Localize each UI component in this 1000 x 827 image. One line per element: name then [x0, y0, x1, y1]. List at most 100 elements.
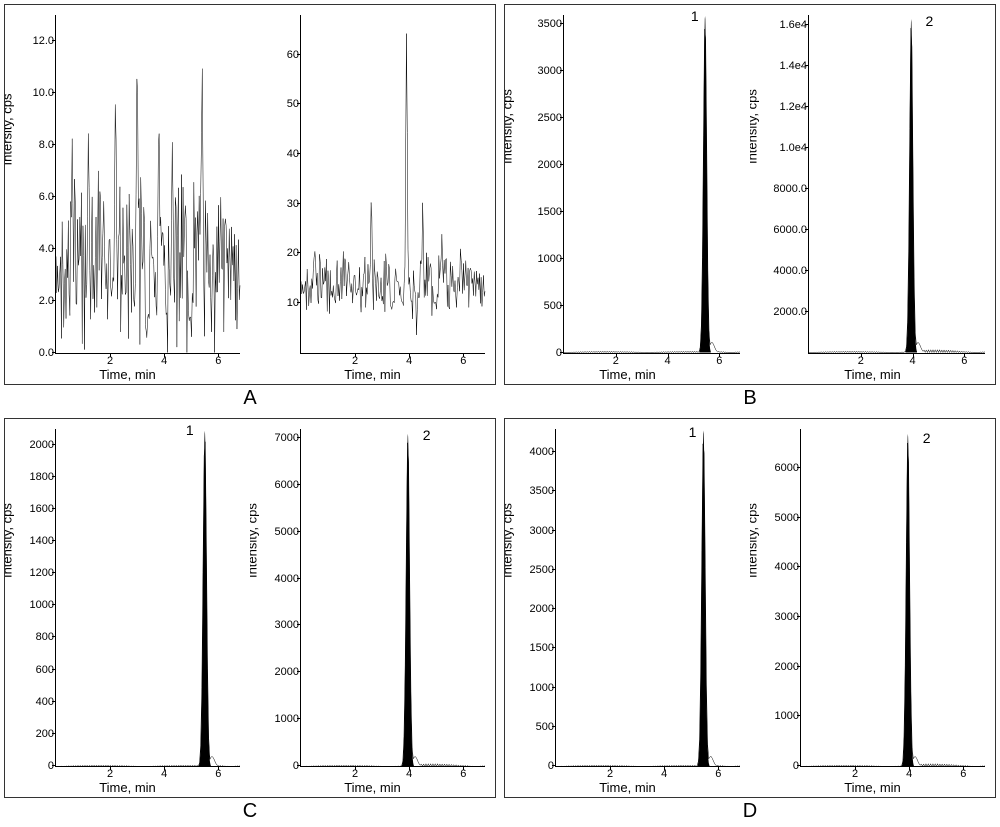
y-tick-label: 0 [556, 347, 562, 359]
y-tick-label: 12.0 [33, 35, 54, 47]
y-tick-label: 1.2e4 [779, 101, 807, 113]
y-tick-label: 10 [287, 297, 299, 309]
y-tick-label: 2500 [538, 112, 562, 124]
series-label: 1 [689, 424, 697, 440]
y-tick-label: 3500 [530, 485, 554, 497]
y-tick-label: 3000 [530, 525, 554, 537]
y-tick-label: 0 [48, 760, 54, 772]
y-tick-label: 2000 [538, 159, 562, 171]
y-axis-label: Intensity, cps [250, 503, 260, 578]
y-tick-label: 0 [293, 760, 299, 772]
panel-letter-A: A [243, 387, 256, 410]
y-tick-label: 4000 [530, 446, 554, 458]
panel-A-2: 102030405060246Time, min [250, 5, 495, 384]
panel-B-2: 2000.0 4000.0 6000.0 8000.0 1.0e4 1.2e4 1.4e4 1… [750, 5, 995, 384]
y-tick-label: 3500 [538, 18, 562, 30]
y-tick-label: 1000 [538, 253, 562, 265]
panel-B-1: 05001000150020002500300035002461 Intensit… [505, 5, 750, 384]
y-tick-label: 2000.0 [773, 306, 807, 318]
x-axis-label: Time, min [344, 367, 401, 382]
y-tick-label: 2000 [30, 439, 54, 451]
y-tick-label: 4000 [775, 561, 799, 573]
panel-frame-B: 05001000150020002500300035002461 Intensit… [504, 4, 996, 385]
series-label: 2 [923, 430, 931, 446]
y-tick-label: 1.4e4 [779, 60, 807, 72]
cell-D: 050010001500200025003000350040002461 Inte… [504, 418, 996, 824]
figure-grid: 0.02.04.06.08.010.012.0246 Intersity, cps… [4, 4, 996, 823]
y-tick-label: 0 [548, 760, 554, 772]
y-tick-label: 2500 [530, 564, 554, 576]
y-tick-label: 1.0e4 [779, 142, 807, 154]
y-axis-label: Intensity, cps [505, 89, 515, 164]
y-tick-label: 5000 [275, 526, 299, 538]
plot-area: 010002000300040005000600070002462 [300, 429, 485, 768]
x-axis-label: Time, min [599, 780, 656, 795]
y-tick-label: 800 [36, 631, 54, 643]
y-tick-label: 2000 [275, 666, 299, 678]
y-tick-label: 1800 [30, 471, 54, 483]
y-tick-label: 3000 [775, 611, 799, 623]
series-label: 1 [691, 8, 699, 24]
series-label: 2 [423, 427, 431, 443]
panel-letter-D: D [743, 800, 757, 823]
y-tick-label: 1000 [530, 682, 554, 694]
plot-area: 050010001500200025003000350040002461 [555, 429, 740, 768]
plot-area: 01000200030004000500060002462 [800, 429, 985, 768]
panel-letter-C: C [243, 800, 257, 823]
cell-A: 0.02.04.06.08.010.012.0246 Intersity, cps… [4, 4, 496, 410]
y-tick-label: 200 [36, 728, 54, 740]
chart-svg [801, 429, 985, 767]
panel-D-1: 050010001500200025003000350040002461 Inte… [505, 419, 750, 798]
y-tick-label: 3000 [275, 619, 299, 631]
panel-letter-B: B [743, 387, 756, 410]
y-tick-label: 600 [36, 664, 54, 676]
y-tick-label: 400 [36, 696, 54, 708]
y-tick-label: 30 [287, 198, 299, 210]
x-axis-label: Time, min [844, 367, 901, 382]
y-tick-label: 1200 [30, 567, 54, 579]
series-label: 1 [186, 422, 194, 438]
chart-svg [556, 429, 740, 767]
y-tick-label: 3000 [538, 65, 562, 77]
y-tick-label: 1600 [30, 503, 54, 515]
y-tick-label: 4000 [275, 573, 299, 585]
chart-svg [809, 15, 985, 353]
y-tick-label: 6000 [775, 462, 799, 474]
y-tick-label: 1400 [30, 535, 54, 547]
y-tick-label: 5000 [775, 512, 799, 524]
y-tick-label: 10.0 [33, 87, 54, 99]
y-tick-label: 1500 [530, 642, 554, 654]
y-tick-label: 7000 [275, 432, 299, 444]
y-tick-label: 4000.0 [773, 265, 807, 277]
y-tick-label: 1000 [30, 599, 54, 611]
panel-C-1: 0200400600800100012001400160018002000246… [5, 419, 250, 798]
chart-svg [56, 15, 240, 353]
y-tick-label: 50 [287, 98, 299, 110]
plot-area: 0200400600800100012001400160018002000246… [55, 429, 240, 768]
y-axis-label: Intensity, cps [505, 503, 515, 578]
y-tick-label: 8.0 [39, 139, 54, 151]
y-tick-label: 500 [536, 721, 554, 733]
plot-area: 0.02.04.06.08.010.012.0246 [55, 15, 240, 354]
y-tick-label: 6000.0 [773, 224, 807, 236]
chart-svg [301, 429, 485, 767]
y-tick-label: 500 [544, 300, 562, 312]
chart-svg [56, 429, 240, 767]
panel-C-2: 010002000300040005000600070002462 Intensi… [250, 419, 495, 798]
y-tick-label: 8000.0 [773, 183, 807, 195]
x-axis-label: Time, min [99, 367, 156, 382]
y-tick-label: 0.0 [39, 347, 54, 359]
x-axis-label: Time, min [599, 367, 656, 382]
series-label: 2 [925, 13, 933, 29]
plot-area: 05001000150020002500300035002461 [563, 15, 740, 354]
y-tick-label: 2000 [775, 661, 799, 673]
y-axis-label: Intersity, cps [5, 94, 15, 166]
y-axis-label: Intensity, cps [5, 503, 15, 578]
panel-A-1: 0.02.04.06.08.010.012.0246 Intersity, cps… [5, 5, 250, 384]
y-tick-label: 1.6e4 [779, 19, 807, 31]
panel-frame-D: 050010001500200025003000350040002461 Inte… [504, 418, 996, 799]
y-tick-label: 40 [287, 148, 299, 160]
y-tick-label: 20 [287, 247, 299, 259]
y-tick-label: 0 [793, 760, 799, 772]
y-axis-label: Intensity, cps [750, 503, 760, 578]
